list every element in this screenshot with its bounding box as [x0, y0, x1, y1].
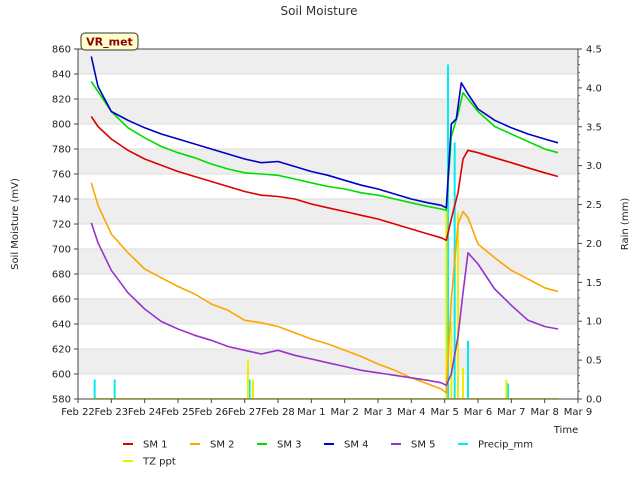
x-tick-label: Feb 23 — [95, 407, 129, 418]
x-tick-label: Mar 8 — [530, 407, 558, 418]
series-line-sm-5 — [90, 222, 559, 387]
series-line-sm-4 — [90, 56, 559, 209]
y-tick-label: 580 — [52, 395, 71, 406]
y-tick-label: 860 — [52, 45, 71, 56]
y2-tick-label: 2.0 — [586, 239, 602, 250]
y2-tick-label: 1.5 — [586, 278, 602, 289]
background-band — [78, 349, 578, 374]
station-badge-box — [80, 32, 139, 51]
background-band — [78, 324, 578, 349]
chart-title: Soil Moisture — [280, 4, 357, 18]
y-tick-label: 700 — [52, 245, 71, 256]
y2-tick-label: 4.5 — [586, 45, 602, 56]
x-tick-label: Mar 9 — [564, 407, 592, 418]
series-lines — [90, 56, 559, 394]
y2-tick-label: 0.0 — [586, 395, 602, 406]
x-tick-label: Mar 7 — [497, 407, 525, 418]
y-tick-label: 660 — [52, 295, 71, 306]
background-band — [78, 274, 578, 299]
legend-label: SM 2 — [210, 440, 235, 451]
background-band — [78, 224, 578, 249]
x-tick-label: Feb 22 — [61, 407, 95, 418]
background-band — [78, 199, 578, 224]
y-tick-label: 800 — [52, 120, 71, 131]
y-tick-label: 680 — [52, 270, 71, 281]
background-band — [78, 74, 578, 99]
y2-axis-label: Rain (mm) — [620, 198, 631, 251]
x-tick-label: Mar 3 — [364, 407, 392, 418]
y-tick-label: 720 — [52, 220, 71, 231]
axes: 580 600 620 640 660 680 700 720 740 760 780 800 820 8… — [52, 45, 602, 419]
x-tick-label: Mar 1 — [297, 407, 325, 418]
background-band — [78, 149, 578, 174]
y2-tick-label: 3.0 — [586, 161, 602, 172]
series-line-sm-2 — [90, 182, 559, 394]
legend-label: TZ ppt — [142, 457, 176, 468]
legend-label: SM 1 — [143, 440, 168, 451]
y2-tick-label: 3.5 — [586, 122, 602, 133]
y-tick-label: 760 — [52, 170, 71, 181]
y-tick-label: 600 — [52, 370, 71, 381]
y-axis-label: Soil Moisture (mV) — [10, 178, 21, 270]
background-band — [78, 99, 578, 124]
station-badge-label: VR_met — [86, 36, 133, 49]
legend-label: SM 5 — [411, 440, 436, 451]
y2-tick-label: 1.0 — [586, 317, 602, 328]
x-tick-label: Mar 5 — [430, 407, 458, 418]
y-tick-label: 640 — [52, 320, 71, 331]
x-tick-label: Feb 24 — [128, 407, 162, 418]
y-tick-label: 740 — [52, 195, 71, 206]
background-band — [78, 49, 578, 74]
series-line-sm-1 — [90, 116, 559, 242]
background-band — [78, 249, 578, 274]
legend-label: SM 4 — [344, 440, 369, 451]
y-tick-label: 620 — [52, 345, 71, 356]
x-tick-label: Mar 6 — [464, 407, 492, 418]
x-tick-label: Feb 27 — [228, 407, 262, 418]
x-tick-label: Mar 2 — [330, 407, 358, 418]
x-axis-label: Time — [553, 425, 578, 436]
background-band — [78, 299, 578, 324]
station-badge: VR_met — [80, 32, 139, 51]
background-band — [78, 124, 578, 149]
x-tick-label: Mar 4 — [397, 407, 425, 418]
y-tick-label: 820 — [52, 95, 71, 106]
background-bands — [78, 49, 578, 399]
x-tick-label: Feb 25 — [161, 407, 195, 418]
y2-tick-label: 0.5 — [586, 356, 602, 367]
y2-tick-label: 2.5 — [586, 200, 602, 211]
background-band — [78, 374, 578, 399]
legend-label: SM 3 — [277, 440, 302, 451]
y-tick-label: 840 — [52, 70, 71, 81]
x-tick-label: Feb 28 — [261, 407, 295, 418]
legend-label: Precip_mm — [478, 440, 533, 451]
y2-tick-label: 4.0 — [586, 83, 602, 94]
legend: SM 1 SM 2 SM 3 SM 4 SM 5 Precip_mm TZ ppt — [123, 440, 533, 468]
x-tick-label: Feb 26 — [195, 407, 229, 418]
y-tick-label: 780 — [52, 145, 71, 156]
series-line-sm-3 — [90, 81, 559, 212]
